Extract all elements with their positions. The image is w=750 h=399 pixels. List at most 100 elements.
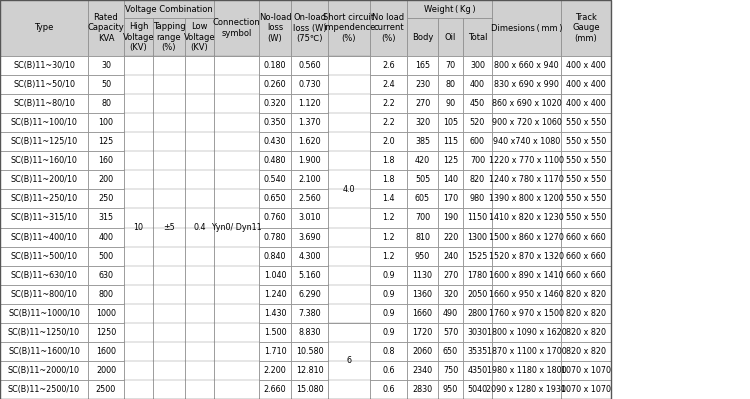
Text: SC(B)11~2000/10: SC(B)11~2000/10	[8, 366, 80, 375]
Text: 0.780: 0.780	[264, 233, 286, 241]
Bar	[561, 75, 611, 94]
Bar	[88, 227, 124, 247]
Text: 1780: 1780	[467, 271, 488, 280]
Text: 1.900: 1.900	[298, 156, 321, 165]
Text: Yyn0/ Dyn11: Yyn0/ Dyn11	[211, 223, 262, 232]
Bar	[259, 266, 291, 284]
Text: 1600: 1600	[96, 347, 116, 356]
Bar	[259, 380, 291, 399]
Text: 2090 x 1280 x 1930: 2090 x 1280 x 1930	[487, 385, 566, 394]
Bar	[0, 227, 88, 247]
Bar	[463, 113, 492, 132]
Bar	[561, 361, 611, 380]
Text: 1.620: 1.620	[298, 137, 321, 146]
Bar	[291, 170, 328, 190]
Bar	[438, 266, 463, 284]
Text: 660 x 660: 660 x 660	[566, 271, 606, 280]
Text: 550 x 550: 550 x 550	[566, 137, 606, 146]
Bar	[291, 284, 328, 304]
Bar	[407, 132, 438, 151]
Text: 0.350: 0.350	[264, 118, 286, 127]
Text: 3.690: 3.690	[298, 233, 321, 241]
Text: 200: 200	[98, 176, 113, 184]
Bar	[88, 304, 124, 323]
Bar	[463, 170, 492, 190]
Text: 570: 570	[442, 328, 458, 337]
Text: 0.9: 0.9	[382, 271, 394, 280]
Text: SC(B)11~100/10: SC(B)11~100/10	[10, 118, 77, 127]
Bar	[0, 342, 88, 361]
Text: 50: 50	[101, 80, 111, 89]
Bar	[88, 208, 124, 227]
Bar	[291, 323, 328, 342]
Bar	[561, 113, 611, 132]
Text: 550 x 550: 550 x 550	[566, 118, 606, 127]
Text: 1.500: 1.500	[264, 328, 286, 337]
Bar	[438, 323, 463, 342]
Bar	[492, 190, 561, 208]
Text: 400: 400	[470, 80, 485, 89]
Bar	[492, 342, 561, 361]
Bar	[124, 18, 153, 56]
Text: No-load
loss
(W): No-load loss (W)	[259, 13, 291, 43]
Text: 90: 90	[446, 99, 455, 108]
Bar	[463, 304, 492, 323]
Text: 230: 230	[415, 80, 430, 89]
Bar	[370, 0, 407, 56]
Bar	[438, 75, 463, 94]
Text: SC(B)11~80/10: SC(B)11~80/10	[13, 99, 75, 108]
Bar	[259, 284, 291, 304]
Bar	[0, 208, 88, 227]
Text: 800 x 660 x 940: 800 x 660 x 940	[494, 61, 559, 70]
Text: 0.9: 0.9	[382, 290, 394, 299]
Bar	[0, 247, 88, 266]
Bar	[407, 304, 438, 323]
Bar	[88, 75, 124, 94]
Bar	[438, 361, 463, 380]
Bar	[492, 0, 561, 56]
Text: 820 x 820: 820 x 820	[566, 328, 606, 337]
Bar	[153, 18, 185, 56]
Bar	[561, 0, 611, 56]
Bar	[370, 190, 407, 208]
Bar	[0, 0, 88, 56]
Text: Track
Gauge
(mm): Track Gauge (mm)	[572, 13, 600, 43]
Bar	[492, 151, 561, 170]
Bar	[561, 304, 611, 323]
Bar	[88, 94, 124, 113]
Text: 1.4: 1.4	[382, 194, 394, 203]
Text: SC(B)11~1250/10: SC(B)11~1250/10	[8, 328, 80, 337]
Text: 1760 x 970 x 1500: 1760 x 970 x 1500	[489, 309, 564, 318]
Bar	[407, 18, 438, 56]
Bar	[492, 227, 561, 247]
Bar	[0, 284, 88, 304]
Text: 660 x 660: 660 x 660	[566, 252, 606, 261]
Bar	[438, 227, 463, 247]
Bar	[561, 132, 611, 151]
Bar	[0, 304, 88, 323]
Text: 800: 800	[98, 290, 113, 299]
Text: 500: 500	[98, 252, 113, 261]
Bar	[259, 132, 291, 151]
Bar	[407, 0, 492, 18]
Bar	[88, 151, 124, 170]
Text: 1.8: 1.8	[382, 176, 394, 184]
Bar	[185, 18, 214, 56]
Bar	[438, 151, 463, 170]
Bar	[463, 56, 492, 75]
Text: 810: 810	[415, 233, 430, 241]
Bar	[259, 208, 291, 227]
Text: 1.240: 1.240	[264, 290, 286, 299]
Bar	[291, 75, 328, 94]
Text: 250: 250	[98, 194, 114, 203]
Text: 3535: 3535	[467, 347, 488, 356]
Bar	[561, 170, 611, 190]
Text: 4.300: 4.300	[298, 252, 321, 261]
Text: 0.840: 0.840	[264, 252, 286, 261]
Bar	[88, 132, 124, 151]
Bar	[561, 284, 611, 304]
Text: 1150: 1150	[467, 213, 488, 223]
Text: 6: 6	[346, 356, 352, 365]
Text: 100: 100	[98, 118, 113, 127]
Text: 1.370: 1.370	[298, 118, 321, 127]
